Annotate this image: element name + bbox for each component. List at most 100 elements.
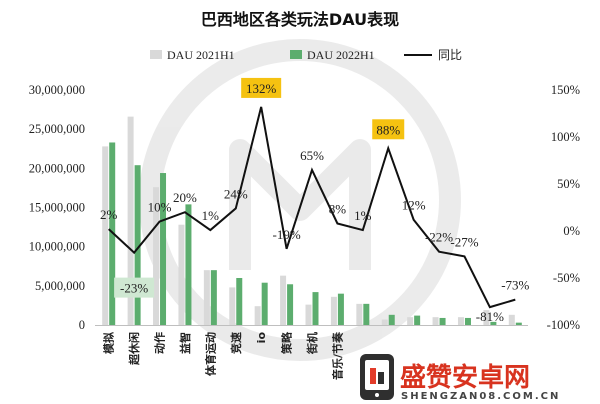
y-right-tick-label: 150% (551, 83, 580, 97)
legend-dau-2021-label: DAU 2021H1 (167, 48, 235, 62)
yoy-data-label-text: -23% (120, 281, 148, 296)
legend-yoy: 同比 (404, 48, 462, 62)
bars (102, 116, 522, 325)
yoy-data-label-text: -19% (273, 227, 301, 242)
bar-dau-2021 (203, 270, 210, 325)
bar-dau-2021 (127, 116, 134, 325)
yoy-data-label: 8% (329, 201, 347, 216)
bar-dau-2021 (305, 304, 312, 325)
bar-dau-2022 (185, 204, 192, 325)
y-left-tick-label: 30,000,000 (29, 83, 85, 97)
x-tick-label: 模拟 (102, 332, 116, 354)
y-axis-left: 0 5,000,000 10,000,000 15,000,000 20,000,000… (29, 83, 85, 332)
bar-dau-2022 (414, 315, 421, 325)
y-left-tick-label: 0 (79, 318, 85, 332)
yoy-data-label: 2% (100, 207, 118, 222)
yoy-data-label-text: 88% (376, 122, 400, 137)
y-axis-right: -100% -50% 0% 50% 100% 150% (547, 83, 580, 332)
yoy-data-label: -23% (114, 277, 155, 298)
bar-dau-2021 (457, 317, 464, 325)
yoy-data-label-text: 1% (354, 208, 372, 223)
x-tick-label: 竞速 (229, 332, 243, 354)
bar-dau-2022 (109, 142, 116, 325)
yoy-data-label: -81% (476, 309, 504, 324)
bar-dau-2021 (229, 287, 236, 325)
yoy-data-label-text: 2% (100, 207, 118, 222)
bar-dau-2022 (363, 303, 370, 325)
bar-dau-2022 (312, 292, 319, 325)
x-axis-labels: 模拟 超休闲 动作 益智 体育运动 竞速 io 策略 街机 音乐/节奏 (102, 331, 345, 380)
yoy-data-label: 132% (241, 77, 282, 98)
bar-dau-2022 (287, 284, 294, 325)
bar-dau-2022 (210, 270, 217, 325)
chart-title: 巴西地区各类玩法DAU表现 (201, 10, 399, 29)
bar-dau-2022 (261, 282, 268, 325)
yoy-data-label: 10% (148, 200, 172, 215)
x-tick-label: io (255, 332, 268, 344)
bar-dau-2021 (153, 187, 160, 325)
bar-dau-2022 (515, 322, 522, 325)
yoy-data-label-highlight (372, 119, 405, 140)
legend-dau-2022-label: DAU 2022H1 (307, 48, 375, 62)
yoy-data-label: -22% (425, 230, 453, 245)
y-right-tick-label: 50% (557, 177, 580, 191)
legend-yoy-label: 同比 (438, 48, 462, 62)
site-watermark: 盛赞安卓网 SHENGZAN08.COM.CN (355, 353, 600, 404)
yoy-data-label-highlight (114, 277, 155, 298)
x-tick-label: 街机 (305, 332, 319, 355)
yoy-data-label-text: 8% (329, 201, 347, 216)
yoy-data-label: -27% (450, 234, 478, 249)
yoy-data-label-text: 20% (173, 190, 197, 205)
x-tick-label: 音乐/节奏 (330, 331, 344, 380)
bar-dau-2021 (330, 296, 337, 325)
yoy-data-label-text: -27% (450, 234, 478, 249)
bar-dau-2021 (356, 303, 363, 325)
yoy-data-label: -19% (273, 227, 301, 242)
yoy-data-label-text: 12% (402, 198, 426, 213)
yoy-data-label: 65% (300, 148, 324, 163)
bar-dau-2022 (236, 278, 243, 325)
watermark-url: SHENGZAN08.COM.CN (401, 391, 560, 402)
yoy-data-label-text: 24% (224, 186, 248, 201)
yoy-data-label: 1% (354, 208, 372, 223)
legend-dau-2021-swatch (150, 50, 162, 59)
y-left-tick-label: 25,000,000 (29, 122, 85, 136)
yoy-data-label: 88% (372, 119, 405, 140)
bar-dau-2021 (381, 319, 388, 325)
yoy-data-label-text: 10% (148, 200, 172, 215)
x-tick-label: 超休闲 (127, 332, 141, 366)
yoy-data-label: 12% (402, 198, 426, 213)
yoy-data-label-text: 1% (202, 208, 220, 223)
watermark-brand: 盛赞安卓网 (400, 362, 530, 393)
bar-dau-2021 (483, 310, 490, 325)
bar-dau-2022 (388, 314, 395, 325)
yoy-data-label-highlight (241, 77, 282, 98)
bar-dau-2022 (160, 173, 167, 325)
bar-dau-2021 (508, 314, 515, 325)
bar-dau-2022 (337, 293, 344, 325)
yoy-data-label-text: -22% (425, 230, 453, 245)
y-right-tick-label: 100% (551, 130, 580, 144)
y-right-tick-label: 0% (563, 224, 580, 238)
x-tick-label: 益智 (178, 332, 192, 354)
yoy-data-label-text: 65% (300, 148, 324, 163)
yoy-data-label: 20% (173, 190, 197, 205)
bar-dau-2022 (134, 165, 141, 325)
bar-dau-2022 (439, 317, 446, 325)
y-left-tick-label: 10,000,000 (29, 240, 85, 254)
legend-dau-2021: DAU 2021H1 (150, 48, 235, 62)
yoy-data-label-text: -73% (501, 278, 529, 293)
bar-dau-2021 (178, 224, 185, 325)
y-left-tick-label: 20,000,000 (29, 161, 85, 175)
bar-dau-2022 (490, 321, 497, 325)
x-tick-label: 策略 (280, 331, 294, 355)
bar-dau-2021 (254, 306, 261, 325)
yoy-labels: 2% -23% 10%20% 1% 24% 132% -19% 65% 8% 1% 88% 12% -2… (100, 77, 530, 324)
yoy-data-label-text: 132% (246, 81, 277, 96)
yoy-data-label: 1% (202, 208, 220, 223)
yoy-data-label: 24% (224, 186, 248, 201)
legend-dau-2022-swatch (290, 50, 302, 59)
x-tick-label: 动作 (153, 332, 167, 354)
phone-logo-icon (360, 354, 394, 400)
